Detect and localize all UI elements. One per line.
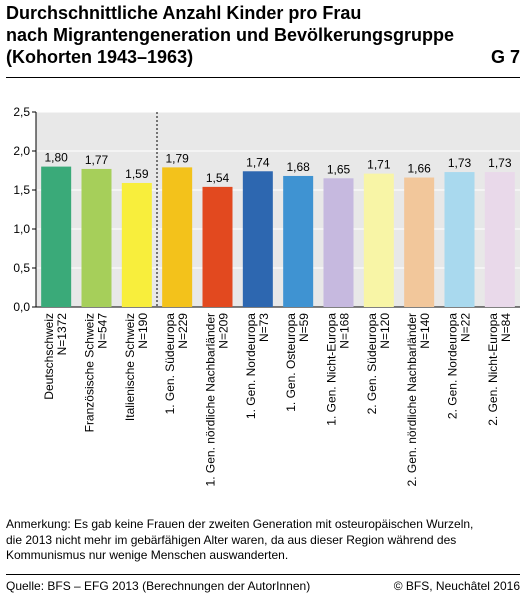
data-label: 1,80 — [44, 151, 68, 165]
bar — [41, 166, 72, 307]
bar — [121, 182, 152, 307]
bar — [404, 177, 435, 307]
bar-chart: 0,0 0,5 1,0 1,5 2,0 2,5 1,80 DeutschschweizN=13… — [13, 105, 520, 486]
bar — [81, 168, 112, 307]
bar — [484, 172, 515, 307]
y-tick-label: 0,0 — [13, 300, 30, 314]
y-tick-label: 0,5 — [13, 261, 30, 275]
category-label: 2. Gen. nördliche Nachbarländer — [405, 313, 419, 486]
n-label: N=190 — [136, 313, 150, 349]
n-label: N=229 — [176, 313, 190, 349]
chart-title-line-1: Durchschnittliche Anzahl Kinder pro Frau — [6, 3, 362, 23]
note-line-1: Anmerkung: Es gab keine Frauen der zweit… — [6, 517, 474, 531]
bar — [363, 173, 394, 307]
bar — [202, 186, 233, 307]
note-line-2: die 2013 nicht mehr im gebärfähigen Alte… — [6, 532, 457, 547]
data-label: 1,59 — [125, 167, 149, 181]
chart-title-line-3: (Kohorten 1943–1963) — [6, 47, 194, 67]
category-label: 1. Gen. Nicht-Europa — [325, 313, 339, 426]
category-label: 1. Gen. Nordeuropa — [244, 313, 258, 419]
y-tick-label: 2,0 — [13, 144, 30, 158]
n-label: N=73 — [257, 313, 271, 342]
header-rule — [6, 77, 520, 78]
bar — [283, 175, 314, 307]
y-tick-label: 2,5 — [13, 105, 30, 119]
category-label: 1. Gen. Osteuropa — [284, 313, 298, 412]
chart-note: Anmerkung: Es gab keine Frauen der zweit… — [6, 517, 520, 564]
category-label: Italienische Schweiz — [123, 313, 137, 421]
n-label: N=209 — [217, 313, 231, 349]
category-label: 2. Gen. Nicht-Europa — [486, 313, 500, 426]
note-line-3: Kommunismus nur wenige Menschen auswande… — [6, 548, 289, 562]
chart-title-line-2: nach Migrantengeneration und Bevölkerung… — [6, 25, 455, 45]
n-label: N=84 — [499, 313, 513, 342]
category-label: 2. Gen. Südeuropa — [365, 313, 379, 415]
category-label: Französische Schweiz — [83, 313, 97, 432]
footer: Quelle: BFS – EFG 2013 (Berechnungen der… — [6, 579, 520, 593]
n-label: N=120 — [378, 313, 392, 349]
data-label: 1,73 — [488, 156, 512, 170]
copyright-text: © BFS, Neuchâtel 2016 — [393, 579, 520, 593]
n-label: N=1372 — [55, 313, 69, 356]
data-label: 1,54 — [206, 171, 230, 185]
n-label: N=547 — [96, 313, 110, 349]
plot-background — [36, 112, 520, 307]
figure-id: G 7 — [490, 47, 520, 67]
category-label: 2. Gen. Nordeuropa — [446, 313, 460, 419]
y-tick-label: 1,0 — [13, 222, 30, 236]
data-label: 1,66 — [407, 162, 431, 176]
category-label: 1. Gen. Südeuropa — [163, 313, 177, 415]
source-text: Quelle: BFS – EFG 2013 (Berechnungen der… — [6, 579, 311, 593]
n-label: N=22 — [459, 313, 473, 342]
n-label: N=140 — [418, 313, 432, 349]
chart-title-row-3: (Kohorten 1943–1963) G 7 — [6, 46, 520, 68]
n-label: N=168 — [338, 313, 352, 349]
bar — [323, 178, 354, 307]
category-label: 1. Gen. nördliche Nachbarländer — [204, 313, 218, 486]
data-label: 1,73 — [448, 156, 472, 170]
data-label: 1,68 — [286, 160, 310, 174]
bar — [242, 171, 273, 307]
bar — [444, 172, 475, 307]
footer-rule — [6, 574, 520, 575]
y-tick-label: 1,5 — [13, 183, 30, 197]
data-label: 1,79 — [165, 151, 189, 165]
n-label: N=59 — [297, 313, 311, 342]
chart-header: Durchschnittliche Anzahl Kinder pro Frau… — [6, 2, 520, 68]
data-label: 1,71 — [367, 158, 391, 172]
category-label: Deutschschweiz — [42, 313, 56, 400]
data-label: 1,77 — [85, 153, 109, 167]
data-label: 1,65 — [327, 162, 351, 176]
data-label: 1,74 — [246, 155, 270, 169]
bar — [162, 167, 193, 307]
